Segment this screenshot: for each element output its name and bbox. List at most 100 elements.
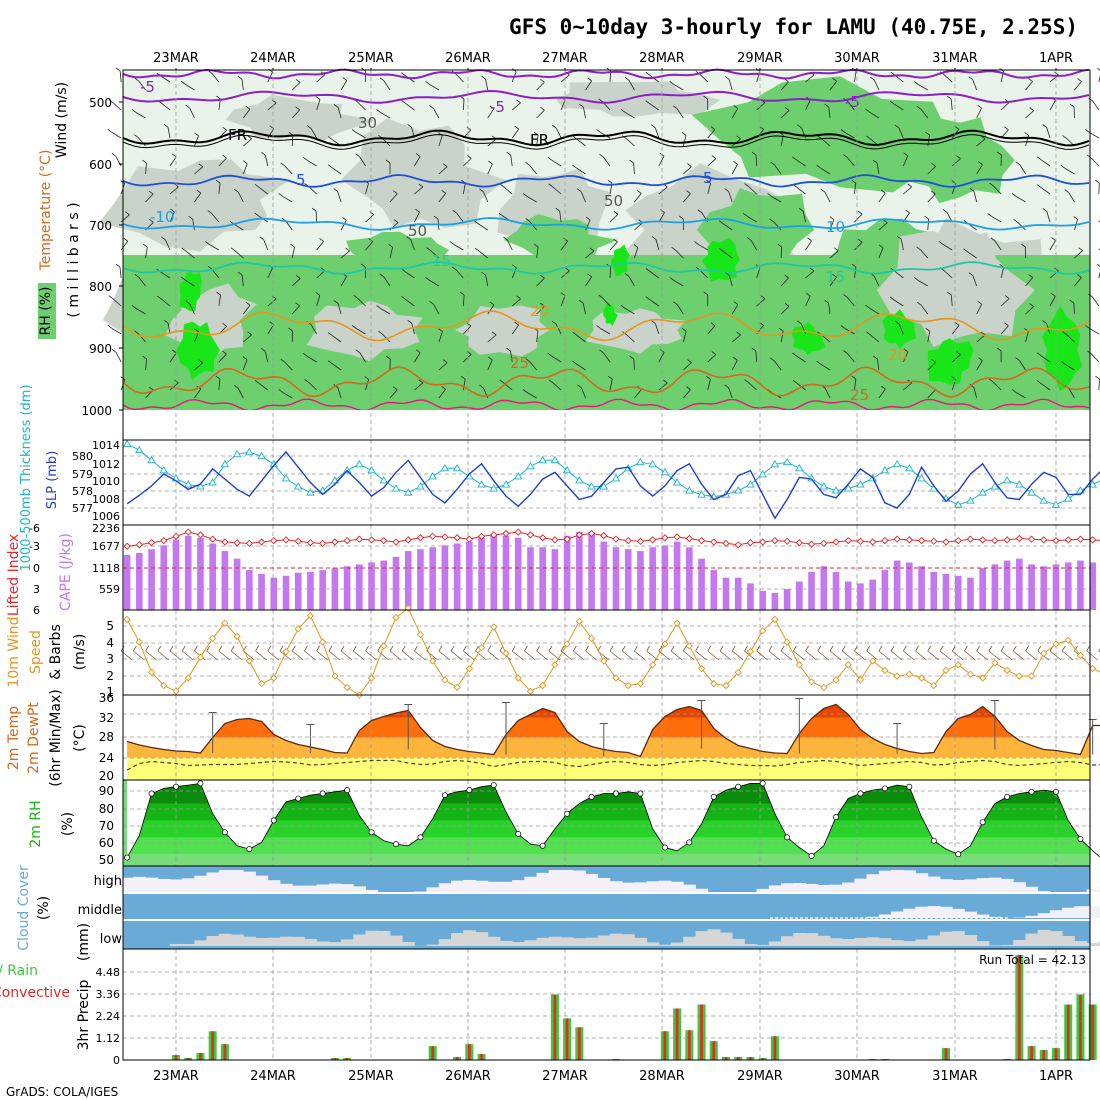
wind-barb-flag	[401, 100, 406, 104]
wind-speed-marker	[893, 672, 901, 680]
wind-barb-flag	[355, 153, 360, 158]
wind-barb	[536, 135, 539, 147]
wind-barb	[967, 251, 977, 259]
wind-barb-flag	[451, 266, 457, 271]
wind-barb	[138, 277, 146, 287]
wind-10m-barb-flag	[414, 645, 418, 652]
wind-10m-barb-flag	[780, 645, 785, 652]
wind-barb	[552, 382, 562, 391]
wind-barb	[463, 325, 472, 335]
thickness-marker	[489, 484, 499, 492]
cape-bar	[759, 590, 766, 610]
li-tick: 3	[33, 583, 40, 596]
cloud-mid-bar	[1074, 906, 1088, 918]
wind-barb	[903, 382, 912, 391]
lifted-index-marker	[343, 536, 351, 545]
lifted-index-marker	[991, 536, 999, 545]
wind-barb	[870, 334, 880, 343]
wind-barb-flag	[820, 188, 826, 193]
wind-10m-barb	[719, 650, 732, 661]
lifted-index-marker	[441, 533, 449, 541]
wind-barb-flag	[333, 188, 338, 192]
top-date-label: 28MAR	[639, 51, 685, 66]
wind-barb-flag	[1011, 389, 1017, 393]
wind-barb-flag	[143, 243, 148, 248]
contour-label: 50	[604, 192, 623, 210]
wind-barb-flag	[548, 183, 553, 188]
wind-barb	[707, 158, 717, 167]
wind-barb-flag	[295, 79, 301, 83]
thickness-marker	[416, 482, 425, 490]
lifted-index-marker	[257, 538, 266, 546]
wind-barb	[805, 99, 811, 111]
wind-10m-barb-flag	[365, 645, 369, 652]
lifted-index-marker	[196, 531, 205, 539]
wind-10m-barb	[401, 650, 414, 661]
wind-barb	[169, 352, 177, 363]
wind-barb-flag	[851, 179, 856, 184]
cloud-high-bar	[475, 880, 489, 892]
wind-barb-flag	[361, 263, 366, 268]
wind-10m-barb	[218, 650, 231, 661]
contour-minus5	[122, 89, 1090, 104]
rh-fill-gray	[341, 118, 506, 229]
bottom-date-label: 28MAR	[639, 1069, 685, 1084]
wind-barb-flag	[620, 108, 626, 113]
wind-barb	[308, 382, 317, 391]
wind-10m-barb-flag	[829, 645, 834, 652]
bottom-date-label: 29MAR	[737, 1069, 783, 1084]
wind-barb-flag	[1087, 350, 1092, 355]
wind-barb-flag	[843, 154, 848, 158]
wind-barb	[555, 127, 562, 139]
wind-barb	[920, 304, 929, 315]
cape-bar	[1003, 560, 1011, 610]
wind-barb-flag	[215, 179, 221, 184]
wind-barb-flag	[353, 295, 358, 299]
rh-fill-gray	[556, 81, 721, 117]
cape-bar	[197, 537, 204, 610]
wind-speed-marker	[649, 661, 657, 669]
wind-10m-barb	[695, 650, 707, 661]
wind-barb-flag	[990, 237, 996, 242]
profile-y-tick: 600	[89, 158, 112, 172]
rh-marker	[246, 846, 253, 853]
wind-10m-barb-flag	[719, 645, 724, 652]
wind-barb-flag	[1004, 295, 1010, 299]
wind-barb	[677, 304, 684, 315]
wind-barb-flag	[671, 246, 676, 251]
contour-label: -5	[140, 78, 155, 96]
wind-barb	[380, 308, 391, 315]
wind-10m-barb	[939, 650, 952, 661]
wind-barb-flag	[379, 77, 385, 82]
wind-barb-flag	[572, 331, 578, 336]
wind-barb	[847, 157, 855, 167]
slp-tick: 1014	[92, 439, 120, 452]
wind-barb	[161, 298, 171, 307]
contour-label: 15	[432, 252, 451, 270]
wind-barb	[900, 239, 904, 251]
wind-barb	[237, 192, 244, 203]
thickness-marker	[1051, 500, 1061, 508]
wind-tick: 2	[106, 669, 114, 683]
lifted-index-marker	[1089, 536, 1097, 544]
wind-barb-flag	[514, 125, 519, 130]
cloud-low-bar	[279, 936, 293, 946]
precip-bar-convective	[1042, 1050, 1046, 1060]
wind-barb-flag	[797, 124, 802, 129]
wind-barb-flag	[288, 327, 293, 332]
cloud-high-bar	[768, 885, 782, 892]
wind-barb-flag	[280, 358, 285, 363]
wind-barb	[438, 166, 448, 175]
wind-barb-flag	[551, 320, 557, 325]
wind-barb-flag	[613, 211, 619, 215]
slp-line	[126, 450, 1100, 520]
contour-label: 50	[408, 222, 427, 240]
wind-barb-flag	[1064, 189, 1070, 193]
wind-barb-flag	[115, 67, 121, 72]
wind-barb	[560, 240, 568, 251]
cloud-high-bar	[964, 879, 978, 892]
wind-speed-marker	[184, 674, 192, 682]
rh-tick: 60	[99, 836, 114, 850]
wind-10m-barb	[487, 650, 500, 661]
